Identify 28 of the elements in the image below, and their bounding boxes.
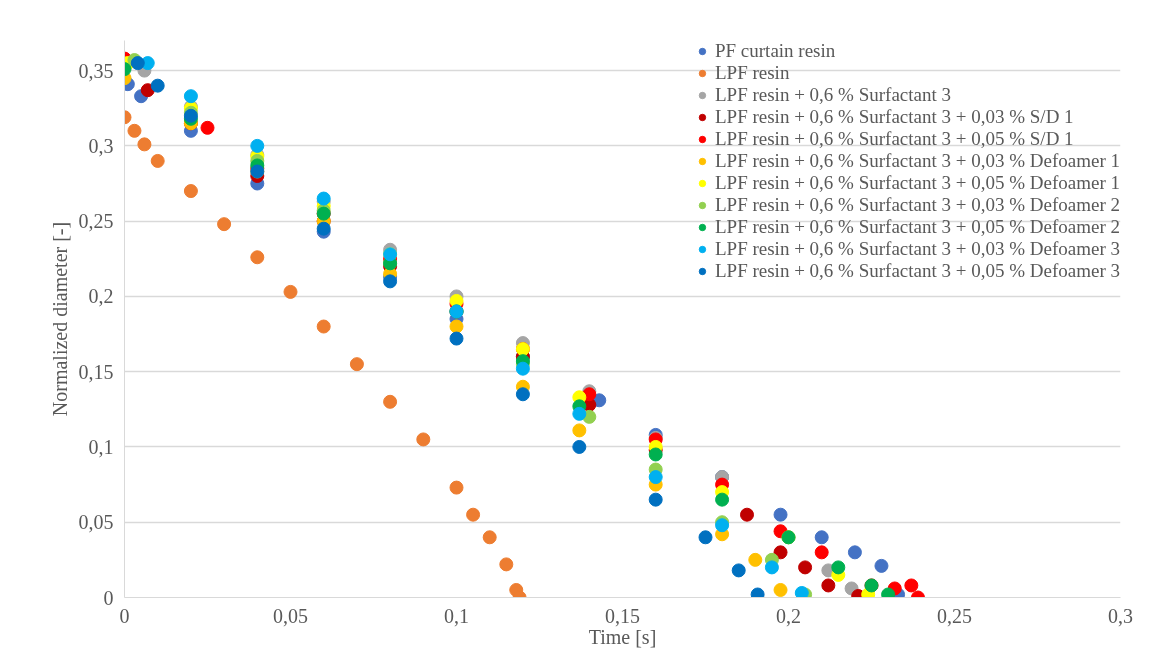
legend-label: LPF resin + 0,6 % Surfactant 3 + 0,05 % Defoamer 1: [714, 172, 1120, 194]
y-tick-label: 0,35: [78, 59, 114, 82]
legend-label: LPF resin + 0,6 % Surfactant 3 + 0,05 % Defoamer 3: [714, 260, 1120, 282]
legend-label: LPF resin + 0,6 % Surfactant 3 + 0,05 % Defoamer 2: [714, 216, 1120, 238]
x-tick-label: 0: [119, 604, 130, 627]
x-tick-label: 0,05: [273, 604, 308, 627]
legend-label: LPF resin + 0,6 % Surfactant 3 + 0,03 % S/D 1: [714, 106, 1074, 128]
legend-label: PF curtain resin: [714, 40, 836, 62]
legend-label: LPF resin + 0,6 % Surfactant 3 + 0,03 % Defoamer 1: [714, 150, 1120, 172]
y-tick-label: 0,05: [78, 511, 114, 534]
x-tick-label: 0,3: [1108, 604, 1133, 627]
x-tick-label: 0,15: [605, 604, 640, 627]
legend-label: LPF resin + 0,6 % Surfactant 3 + 0,03 % Defoamer 3: [714, 238, 1120, 260]
y-tick-label: 0: [103, 586, 114, 609]
legend-label: LPF resin + 0,6 % Surfactant 3 + 0,03 % Defoamer 2: [714, 194, 1120, 216]
legend-label: LPF resin + 0,6 % Surfactant 3: [714, 84, 951, 106]
y-tick-label: 0,2: [88, 285, 114, 308]
y-tick-label: 0,3: [88, 134, 114, 157]
legend-label: LPF resin: [714, 62, 790, 84]
y-tick-label: 0,1: [88, 435, 114, 458]
y-tick-label: 0,15: [78, 360, 114, 383]
x-axis-title: Time [s]: [588, 625, 657, 648]
x-tick-label: 0,25: [937, 604, 972, 627]
x-tick-label: 0,2: [776, 604, 801, 627]
x-tick-label: 0,1: [444, 604, 469, 627]
legend-label: LPF resin + 0,6 % Surfactant 3 + 0,05 % S/D 1: [714, 128, 1074, 150]
y-axis-title: Normalized diameter [-]: [48, 221, 71, 417]
y-tick-label: 0,25: [78, 210, 114, 233]
